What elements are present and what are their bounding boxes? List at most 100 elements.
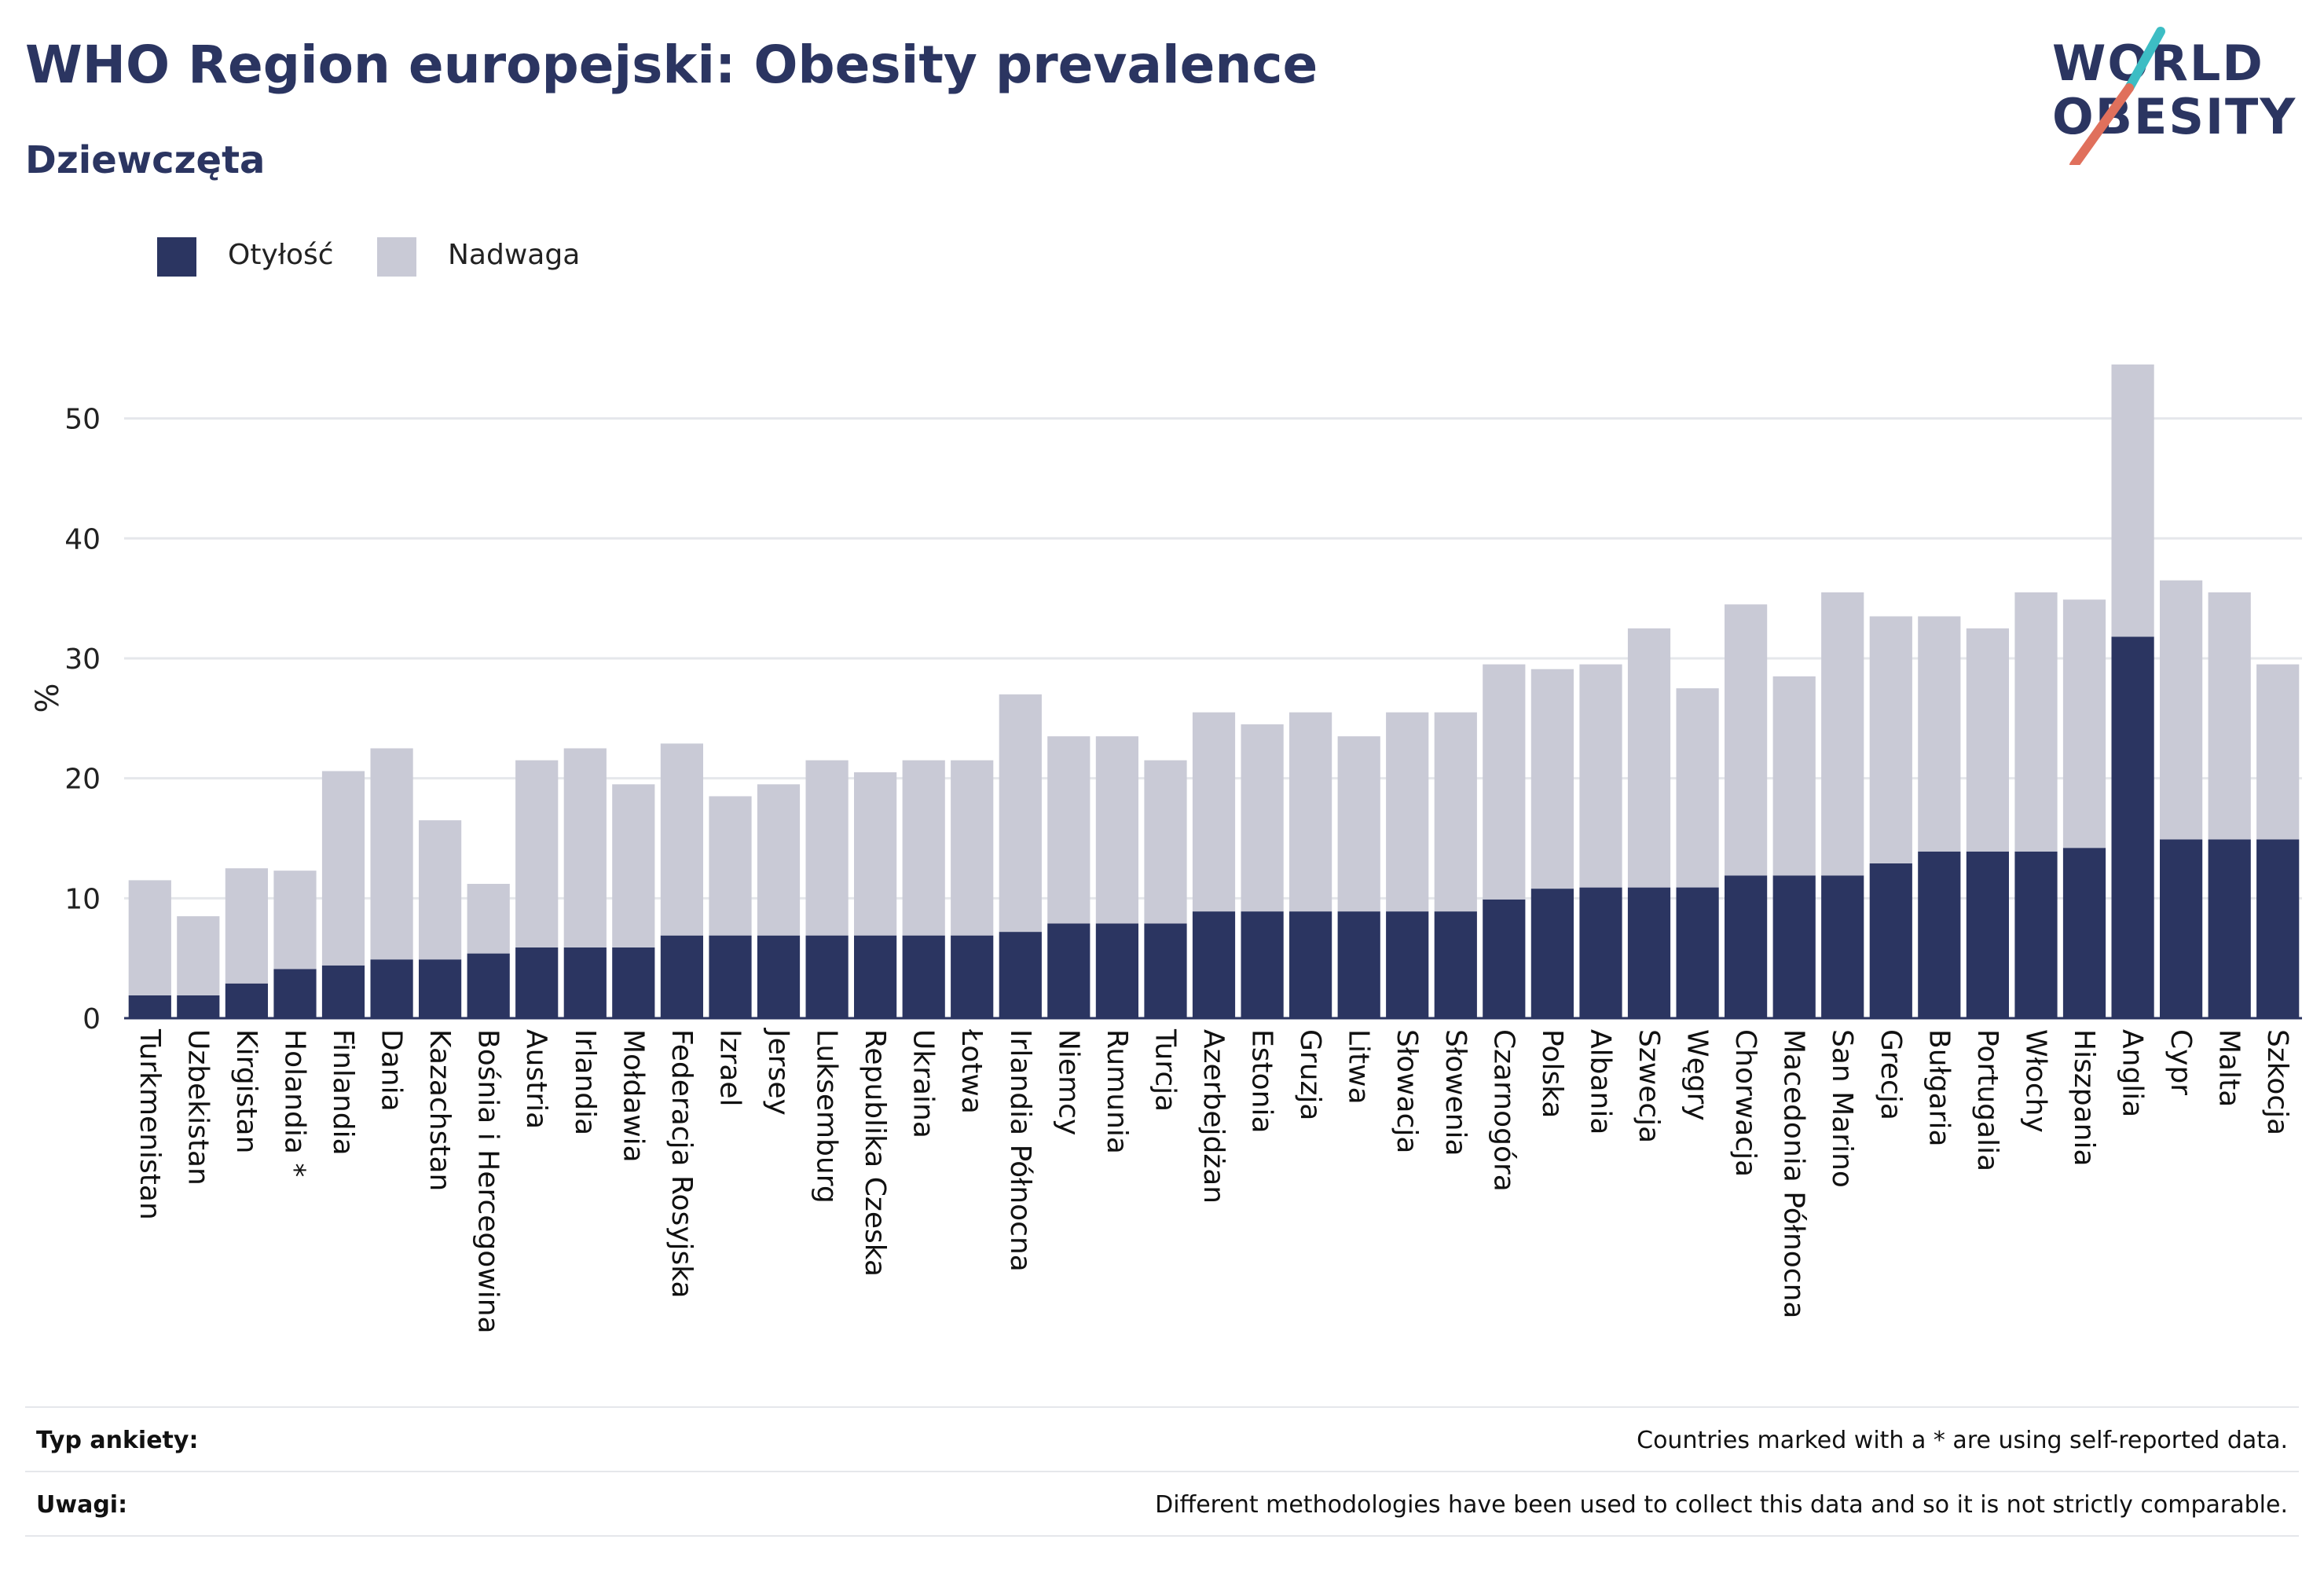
- world-obesity-logo: WORLD OBESITY: [2052, 27, 2295, 165]
- x-tick-label: Anglia: [2117, 1029, 2149, 1117]
- notes-text: Different methodologies have been used t…: [1155, 1491, 2288, 1519]
- bar-segment-overweight: [999, 694, 1042, 933]
- bar-segment-obesity: [1047, 923, 1091, 1018]
- bar-segment-overweight: [1144, 760, 1187, 924]
- bar-segment-obesity: [1530, 889, 1574, 1018]
- legend-swatch-obesity: [157, 237, 196, 277]
- x-tick-label: Gruzja: [1294, 1029, 1326, 1120]
- y-tick-label: 50: [64, 404, 101, 436]
- bar-segment-overweight: [1966, 628, 2009, 852]
- x-tick-label: Bośnia i Hercegowina: [472, 1029, 504, 1334]
- bar-segment-overweight: [1095, 736, 1138, 924]
- bar-segment-overweight: [660, 743, 703, 936]
- x-tick-label: Estonia: [1246, 1029, 1278, 1134]
- bar-segment-obesity: [467, 953, 510, 1018]
- bar-segment-obesity: [1627, 887, 1671, 1018]
- bar-segment-overweight: [321, 771, 365, 966]
- bar-segment-obesity: [2014, 851, 2058, 1018]
- logo-slash-teal: [2124, 27, 2165, 93]
- bar-segment-overweight: [1918, 616, 1961, 852]
- bar-segment-obesity: [612, 947, 655, 1018]
- bar-segment-obesity: [2256, 839, 2300, 1018]
- y-tick-label: 30: [64, 643, 101, 676]
- x-tick-label: Portugalia: [1971, 1029, 2003, 1171]
- bar-segment-overweight: [1192, 712, 1236, 912]
- bar-segment-obesity: [1918, 851, 1961, 1018]
- bar-segment-overweight: [1627, 628, 1671, 888]
- notes-label: Uwagi:: [36, 1491, 128, 1519]
- x-tick-label: Holandia *: [278, 1029, 310, 1177]
- bar-segment-overweight: [709, 796, 752, 936]
- bar-segment-overweight: [1047, 736, 1091, 924]
- bar-segment-obesity: [419, 959, 462, 1018]
- survey-type-text: Countries marked with a * are using self…: [1637, 1427, 2288, 1454]
- bar-segment-overweight: [1579, 664, 1622, 888]
- bar-segment-overweight: [1821, 592, 1864, 876]
- bar-segment-obesity: [273, 969, 317, 1018]
- x-tick-label: Niemcy: [1052, 1029, 1084, 1135]
- x-tick-label: Ukraina: [907, 1029, 940, 1138]
- x-tick-label: Bułgaria: [1923, 1029, 1955, 1147]
- bar-segment-obesity: [660, 935, 703, 1018]
- bar-segment-obesity: [177, 995, 220, 1018]
- bar-segment-obesity: [321, 965, 365, 1018]
- bar-segment-overweight: [2208, 592, 2251, 840]
- bar-segment-obesity: [902, 935, 945, 1018]
- bar-segment-overweight: [854, 772, 897, 936]
- bar-segment-overweight: [1530, 669, 1574, 889]
- bar-segment-obesity: [1676, 887, 1719, 1018]
- x-tick-label: Mołdawia: [617, 1029, 649, 1163]
- chart-title: WHO Region europejski: Obesity prevalenc…: [25, 35, 1318, 95]
- x-tick-label: Litwa: [1343, 1029, 1375, 1105]
- logo-slash-coral: [2069, 83, 2134, 165]
- chart-subtitle: Dziewczęta: [25, 138, 266, 182]
- bar-segment-overweight: [273, 870, 317, 969]
- x-tick-label: Jersey: [762, 1028, 794, 1116]
- bar-segment-overweight: [1725, 604, 1768, 876]
- bar-segment-obesity: [1483, 899, 1526, 1018]
- x-tick-label: Dania: [376, 1029, 408, 1112]
- bar-segment-overweight: [1676, 688, 1719, 888]
- bar-segment-obesity: [757, 935, 801, 1018]
- bar-segment-overweight: [2014, 592, 2058, 852]
- bar-segment-overweight: [805, 760, 849, 936]
- bar-segment-obesity: [1386, 911, 1429, 1018]
- bar-segment-overweight: [2062, 599, 2106, 848]
- x-tick-label: Izrael: [713, 1029, 746, 1107]
- x-tick-label: Austria: [520, 1029, 552, 1129]
- x-tick-label: Malta: [2213, 1029, 2245, 1107]
- bar-segment-obesity: [999, 932, 1042, 1018]
- bar-segment-obesity: [1725, 875, 1768, 1018]
- bar-segment-overweight: [225, 868, 268, 984]
- bar-segment-obesity: [515, 947, 559, 1018]
- x-tick-label: Słowacja: [1391, 1029, 1423, 1153]
- bar-segment-obesity: [1337, 911, 1380, 1018]
- footer-divider-middle: [25, 1471, 2299, 1472]
- bar-segment-obesity: [1966, 851, 2009, 1018]
- bar-segment-obesity: [563, 947, 607, 1018]
- bar-segment-overweight: [177, 916, 220, 995]
- bar-segment-overweight: [951, 760, 994, 936]
- footer-divider-bottom: [25, 1535, 2299, 1537]
- x-tick-label: Republika Czeska: [859, 1029, 891, 1277]
- x-tick-label: Macedonia Północna: [1778, 1029, 1810, 1318]
- legend-label-obesity: Otyłość: [228, 239, 334, 271]
- bar-segment-overweight: [1869, 616, 1912, 863]
- x-tick-label: San Marino: [1826, 1029, 1858, 1188]
- bar-segment-obesity: [1095, 923, 1138, 1018]
- bar-segment-overweight: [902, 760, 945, 936]
- x-tick-label: Albania: [1584, 1029, 1616, 1134]
- bar-segment-overweight: [467, 884, 510, 954]
- bar-segment-obesity: [225, 983, 268, 1018]
- x-tick-label: Kirgistan: [230, 1029, 262, 1153]
- x-tick-label: Irlandia: [569, 1029, 601, 1135]
- bar-segment-overweight: [515, 760, 559, 947]
- bar-segment-obesity: [951, 935, 994, 1018]
- bar-segment-obesity: [1821, 875, 1864, 1018]
- bar-segment-obesity: [2160, 839, 2203, 1018]
- bar-segment-overweight: [419, 820, 462, 960]
- bar-segment-obesity: [2111, 636, 2154, 1018]
- bar-segment-overweight: [757, 784, 801, 936]
- x-tick-label: Cypr: [2165, 1029, 2197, 1095]
- bar-segment-obesity: [805, 935, 849, 1018]
